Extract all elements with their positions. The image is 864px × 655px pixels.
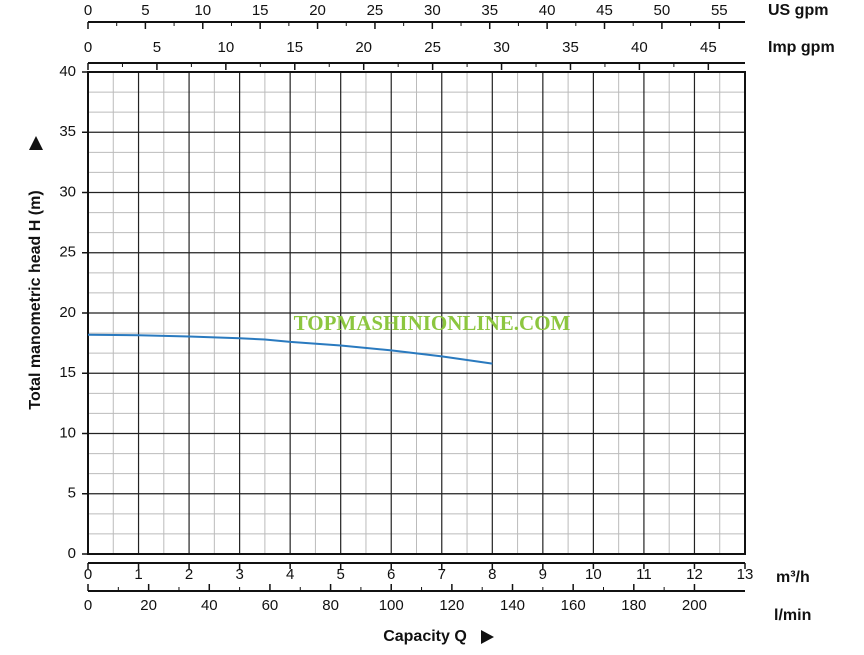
secondary-tick-label: 25 xyxy=(367,2,384,19)
secondary-tick-label: 5 xyxy=(153,39,161,56)
us-gpm-label: US gpm xyxy=(768,2,828,19)
secondary-tick-label: 100 xyxy=(379,597,404,614)
imp-gpm-label: Imp gpm xyxy=(768,39,835,56)
y-tick-label: 10 xyxy=(59,424,76,441)
secondary-tick-label: 10 xyxy=(218,39,235,56)
x-tick-label: 2 xyxy=(185,566,193,583)
secondary-tick-label: 160 xyxy=(561,597,586,614)
secondary-tick-label: 0 xyxy=(84,39,92,56)
secondary-tick-label: 20 xyxy=(140,597,157,614)
secondary-tick-label: 15 xyxy=(252,2,269,19)
x-tick-label: 4 xyxy=(286,566,294,583)
y-tick-label: 20 xyxy=(59,304,76,321)
secondary-tick-label: 35 xyxy=(562,39,579,56)
x-tick-label: 6 xyxy=(387,566,395,583)
secondary-tick-label: 40 xyxy=(201,597,218,614)
x-tick-label: 8 xyxy=(488,566,496,583)
secondary-tick-label: 40 xyxy=(631,39,648,56)
x-tick-label: 1 xyxy=(134,566,142,583)
y-tick-label: 35 xyxy=(59,123,76,140)
x-tick-label: 10 xyxy=(585,566,602,583)
secondary-tick-label: 45 xyxy=(700,39,717,56)
secondary-tick-label: 20 xyxy=(355,39,372,56)
y-tick-label: 5 xyxy=(68,485,76,502)
secondary-tick-label: 15 xyxy=(286,39,303,56)
secondary-tick-label: 40 xyxy=(539,2,556,19)
secondary-tick-label: 55 xyxy=(711,2,728,19)
secondary-tick-label: 200 xyxy=(682,597,707,614)
watermark: TOPMASHINIONLINE.COM xyxy=(294,311,571,335)
secondary-tick-label: 60 xyxy=(262,597,279,614)
secondary-tick-label: 50 xyxy=(654,2,671,19)
secondary-tick-label: 45 xyxy=(596,2,613,19)
y-label: Total manometric head H (m) xyxy=(27,190,44,409)
x-tick-label: 3 xyxy=(235,566,243,583)
secondary-tick-label: 0 xyxy=(84,2,92,19)
x-caption: Capacity Q xyxy=(383,628,467,645)
x-tick-label: 5 xyxy=(337,566,345,583)
secondary-tick-label: 35 xyxy=(481,2,498,19)
x-tick-label: 12 xyxy=(686,566,703,583)
secondary-tick-label: 10 xyxy=(194,2,211,19)
curve xyxy=(87,333,493,365)
secondary-tick-label: 30 xyxy=(493,39,510,56)
lmin-label: l/min xyxy=(774,607,811,624)
arrow xyxy=(481,630,494,644)
secondary-tick-label: 30 xyxy=(424,2,441,19)
m3h-label: m³/h xyxy=(776,569,810,586)
x-tick-label: 9 xyxy=(539,566,547,583)
secondary-tick-label: 0 xyxy=(84,597,92,614)
y-tick-label: 0 xyxy=(68,545,76,562)
secondary-tick-label: 20 xyxy=(309,2,326,19)
x-tick-label: 7 xyxy=(438,566,446,583)
secondary-tick-label: 80 xyxy=(322,597,339,614)
secondary-tick-label: 5 xyxy=(141,2,149,19)
x-tick-label: 0 xyxy=(84,566,92,583)
secondary-tick-label: 25 xyxy=(424,39,441,56)
arrow xyxy=(29,136,43,150)
secondary-tick-label: 140 xyxy=(500,597,525,614)
x-tick-label: 11 xyxy=(636,566,652,583)
y-tick-label: 30 xyxy=(59,183,76,200)
secondary-tick-label: 120 xyxy=(439,597,464,614)
y-tick-label: 15 xyxy=(59,364,76,381)
secondary-tick-label: 180 xyxy=(621,597,646,614)
plot-frame xyxy=(87,71,746,555)
x-tick-label: 13 xyxy=(737,566,754,583)
y-tick-label: 40 xyxy=(59,63,76,80)
y-tick-label: 25 xyxy=(59,244,76,261)
